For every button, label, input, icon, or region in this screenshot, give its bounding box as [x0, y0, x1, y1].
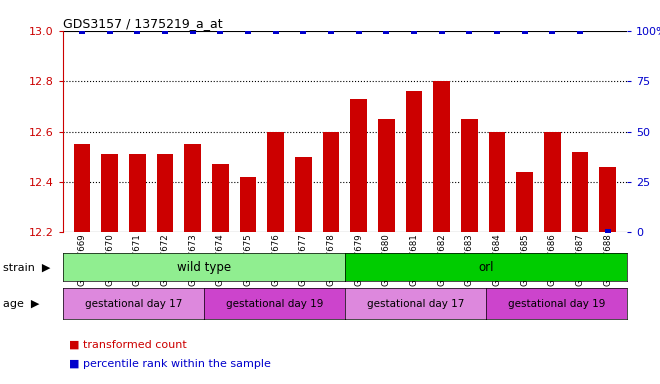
Point — [381, 28, 391, 34]
Bar — [212, 164, 228, 232]
Point — [353, 28, 364, 34]
Bar — [157, 154, 174, 232]
Bar — [406, 91, 422, 232]
Text: GDS3157 / 1375219_a_at: GDS3157 / 1375219_a_at — [63, 17, 222, 30]
Point — [104, 28, 115, 34]
Bar — [516, 172, 533, 232]
Bar — [74, 144, 90, 232]
Point — [243, 28, 253, 34]
Bar — [129, 154, 146, 232]
Bar — [488, 132, 506, 232]
Point — [575, 28, 585, 34]
Point — [187, 28, 198, 34]
Text: gestational day 17: gestational day 17 — [84, 299, 182, 309]
Point — [215, 28, 226, 34]
Text: wild type: wild type — [177, 261, 231, 274]
Point — [77, 28, 87, 34]
Point — [409, 28, 419, 34]
Bar — [599, 167, 616, 232]
Bar — [572, 152, 588, 232]
Bar — [267, 132, 284, 232]
Text: gestational day 17: gestational day 17 — [367, 299, 464, 309]
Text: gestational day 19: gestational day 19 — [226, 299, 323, 309]
Bar — [240, 177, 256, 232]
Point — [547, 28, 558, 34]
Bar — [184, 144, 201, 232]
Bar — [102, 154, 118, 232]
Bar — [350, 99, 367, 232]
Point — [132, 28, 143, 34]
Text: gestational day 19: gestational day 19 — [508, 299, 605, 309]
Point — [519, 28, 530, 34]
Bar — [378, 119, 395, 232]
Text: orl: orl — [478, 261, 494, 274]
Text: ■ percentile rank within the sample: ■ percentile rank within the sample — [69, 359, 271, 369]
Bar — [295, 157, 312, 232]
Point — [603, 229, 613, 235]
Bar — [434, 81, 450, 232]
Text: strain  ▶: strain ▶ — [3, 262, 51, 272]
Bar — [544, 132, 560, 232]
Text: age  ▶: age ▶ — [3, 299, 40, 309]
Point — [436, 28, 447, 34]
Point — [326, 28, 337, 34]
Point — [160, 28, 170, 34]
Point — [298, 28, 309, 34]
Bar — [461, 119, 478, 232]
Text: ■ transformed count: ■ transformed count — [69, 339, 187, 349]
Point — [271, 28, 281, 34]
Point — [492, 28, 502, 34]
Bar — [323, 132, 339, 232]
Point — [464, 28, 475, 34]
